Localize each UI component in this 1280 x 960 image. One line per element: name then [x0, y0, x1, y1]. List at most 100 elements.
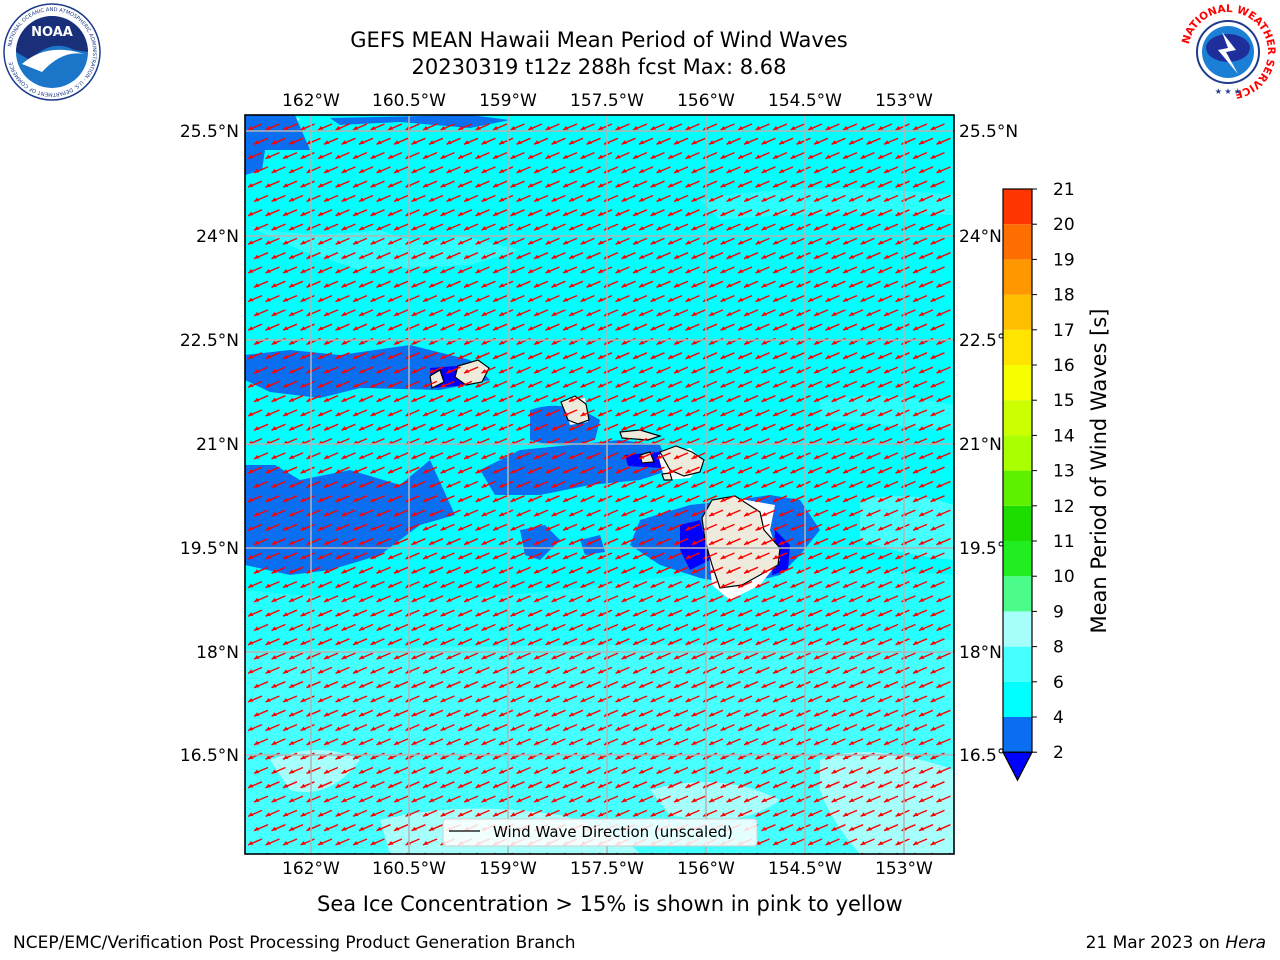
- wind-arrow: [376, 452, 391, 460]
- wind-arrow: [877, 609, 893, 617]
- wind-arrow: [930, 123, 945, 131]
- wind-arrow: [895, 123, 910, 131]
- wind-arrow: [411, 681, 426, 689]
- wind-arrow: [586, 223, 601, 231]
- wind-arrow: [586, 681, 601, 689]
- wind-arrow: [446, 509, 461, 517]
- wind-arrow: [317, 409, 333, 417]
- wind-arrow: [358, 509, 374, 517]
- wind-arrow: [492, 609, 508, 617]
- wind-arrow: [358, 366, 374, 374]
- colorbar-title: Mean Period of Wind Waves [s]: [1087, 309, 1111, 634]
- wind-arrow: [632, 638, 648, 646]
- wind-arrow: [492, 409, 508, 417]
- wind-arrow: [842, 609, 858, 617]
- colorbar-segment: [1003, 294, 1032, 330]
- wind-arrow: [323, 366, 339, 374]
- wind-arrow: [650, 323, 665, 331]
- wind-arrow: [685, 237, 700, 246]
- wind-arrow: [335, 323, 350, 331]
- wind-arrow: [866, 480, 881, 489]
- wind-arrow: [597, 666, 613, 675]
- wind-arrow: [755, 323, 770, 331]
- wind-arrow: [352, 495, 368, 503]
- wind-arrow: [288, 709, 304, 717]
- wind-arrow: [621, 280, 636, 288]
- wind-arrow: [656, 538, 671, 546]
- wind-arrow: [440, 151, 455, 160]
- wind-arrow: [463, 166, 479, 174]
- wind-arrow: [772, 151, 788, 160]
- wind-arrow: [481, 252, 496, 260]
- wind-arrow: [492, 209, 508, 217]
- wind-arrow: [475, 495, 490, 503]
- wind-arrow: [755, 151, 770, 160]
- wind-arrow: [895, 352, 910, 360]
- lat-tick-label: 16.5°N: [180, 746, 239, 766]
- wind-arrow: [842, 552, 858, 560]
- wind-arrow: [597, 123, 613, 131]
- wind-arrow: [253, 194, 269, 203]
- wind-arrow: [510, 580, 525, 589]
- wind-arrow: [265, 495, 280, 503]
- wind-arrow: [568, 538, 584, 546]
- wind-arrow: [883, 480, 899, 489]
- wind-arrow: [918, 223, 934, 231]
- wind-arrow: [498, 681, 514, 689]
- wind-arrow: [282, 151, 298, 160]
- wind-arrow: [685, 495, 700, 503]
- wind-arrow: [877, 638, 893, 646]
- wind-arrow: [685, 266, 700, 274]
- wind-arrow: [673, 652, 689, 660]
- wind-arrow: [842, 151, 858, 160]
- wind-arrow: [481, 480, 496, 489]
- wind-arrow: [516, 423, 531, 431]
- wind-arrow: [545, 237, 560, 246]
- wind-arrow: [691, 252, 706, 260]
- wind-arrow: [457, 209, 473, 217]
- wind-arrow: [481, 509, 496, 517]
- wind-arrow: [463, 595, 479, 603]
- wind-arrow: [393, 395, 409, 403]
- wind-arrow: [440, 352, 455, 360]
- wind-arrow: [492, 723, 508, 732]
- wind-arrow: [527, 409, 543, 417]
- wind-arrow: [755, 409, 770, 417]
- colorbar-segment: [1003, 189, 1032, 225]
- wind-arrow: [796, 566, 811, 574]
- wind-arrow: [463, 137, 479, 145]
- wind-arrow: [457, 266, 473, 274]
- wind-arrow: [720, 609, 735, 617]
- wind-arrow: [551, 309, 566, 317]
- wind-arrow: [527, 723, 543, 732]
- wind-arrow: [650, 638, 665, 646]
- wind-arrow: [247, 209, 263, 217]
- wind-arrow: [842, 695, 858, 703]
- wind-arrow: [621, 709, 636, 717]
- wind-arrow: [481, 395, 496, 403]
- lon-tick-label: 157.5°W: [570, 859, 644, 879]
- wind-arrow: [848, 194, 864, 203]
- wind-arrow: [457, 552, 473, 560]
- wind-arrow: [860, 180, 875, 188]
- wind-arrow: [387, 695, 403, 703]
- wind-arrow: [341, 738, 356, 746]
- wind-arrow: [796, 709, 811, 717]
- wind-arrow: [667, 638, 683, 646]
- wind-arrow: [446, 166, 461, 174]
- wind-arrow: [673, 681, 689, 689]
- wind-arrow: [755, 180, 770, 188]
- wind-arrow: [638, 480, 654, 489]
- colorbar-tick-label: 6: [1053, 673, 1064, 693]
- wind-arrow: [860, 695, 875, 703]
- wind-arrow: [708, 595, 724, 603]
- wind-arrow: [428, 366, 444, 374]
- colorbar-tick-label: 14: [1053, 426, 1075, 446]
- island-lanai: [639, 451, 655, 464]
- wind-arrow: [650, 580, 665, 589]
- wind-arrow: [516, 223, 531, 231]
- wind-arrow: [597, 352, 613, 360]
- wind-arrow: [463, 280, 479, 288]
- wind-arrow: [475, 352, 490, 360]
- wind-arrow: [831, 137, 846, 145]
